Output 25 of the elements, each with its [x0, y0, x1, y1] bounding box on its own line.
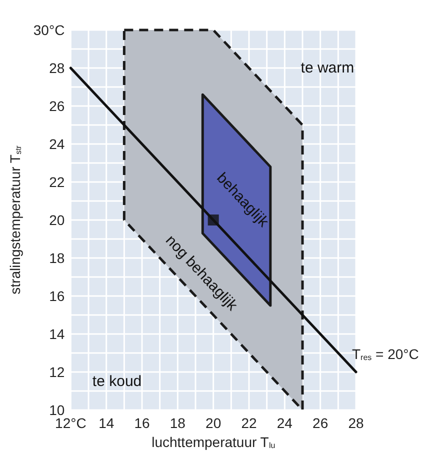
y-tick-label: 12: [49, 364, 65, 380]
y-tick-label: 30°C: [33, 22, 65, 38]
y-tick-label: 10: [49, 402, 65, 418]
series-label: Tres = 20°C: [352, 346, 419, 362]
x-tick-label: 14: [98, 415, 114, 431]
x-tick-label: 18: [170, 415, 186, 431]
x-tick-label: 22: [241, 415, 258, 431]
y-tick-label: 24: [49, 136, 65, 152]
annotation: te koud: [92, 373, 142, 390]
y-tick-label: 20: [49, 212, 65, 228]
y-tick-label: 28: [49, 60, 65, 76]
x-tick-label: 24: [276, 415, 293, 431]
y-tick-label: 22: [49, 174, 65, 190]
y-tick-label: 14: [49, 326, 65, 342]
y-tick-label: 18: [49, 250, 65, 266]
x-axis-title: luchttemperatuur Tlu: [152, 434, 276, 450]
x-tick-label: 16: [134, 415, 150, 431]
annotation: te warm: [300, 60, 354, 76]
x-tick-label: 12°C: [55, 415, 86, 431]
y-axis-title: stralingstemperatuur Tstr: [7, 145, 23, 294]
x-tick-label: 26: [312, 415, 328, 431]
y-tick-label: 26: [49, 98, 65, 114]
x-tick-label: 28: [348, 415, 364, 431]
y-tick-label: 16: [49, 288, 65, 304]
x-tick-label: 20: [206, 415, 222, 431]
